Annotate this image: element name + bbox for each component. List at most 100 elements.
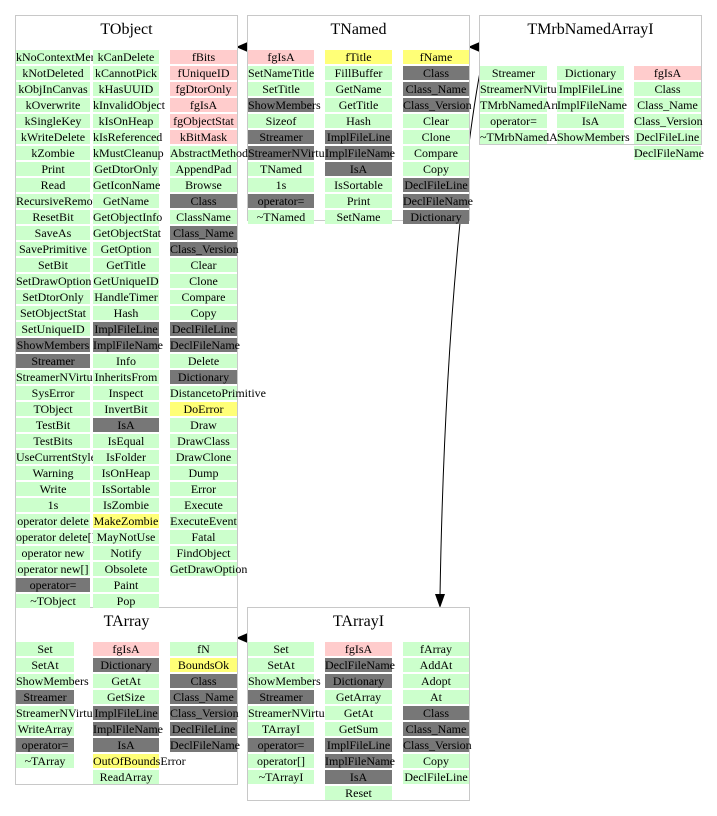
member-tobject-col2-5[interactable]: kIsReferenced	[93, 130, 163, 144]
member-tnamed-col1-8[interactable]: 1s	[248, 178, 314, 192]
member-tmrb-col1-3[interactable]: operator=	[480, 114, 547, 128]
member-tobject-col2-12[interactable]: GetOption	[93, 242, 159, 256]
member-tarray-col1-0[interactable]: Set	[16, 642, 74, 656]
member-tarrayi-col3-0[interactable]: fArray	[403, 642, 469, 656]
member-tarray-col2-0[interactable]: fgIsA	[93, 642, 159, 656]
member-tobject-col2-17[interactable]: ImplFileLine	[93, 322, 159, 336]
member-tobject-col1-3[interactable]: kOverwrite	[16, 98, 90, 112]
member-tarray-col1-4[interactable]: StreamerNVirtual	[16, 706, 102, 720]
member-tarray-col1-1[interactable]: SetAt	[16, 658, 74, 672]
member-tarray-col3-4[interactable]: Class_Version	[170, 706, 239, 720]
member-tobject-col1-0[interactable]: kNoContextMenu	[16, 50, 103, 64]
member-tobject-col3-28[interactable]: Execute	[170, 498, 237, 512]
member-tobject-col1-18[interactable]: ShowMembers	[16, 338, 90, 352]
member-tnamed-col3-10[interactable]: Dictionary	[403, 210, 469, 224]
member-tobject-col1-12[interactable]: SavePrimitive	[16, 242, 90, 256]
member-tobject-col3-21[interactable]: DistancetoPrimitive	[170, 386, 266, 400]
member-tarray-col2-2[interactable]: GetAt	[93, 674, 159, 688]
member-tobject-col3-23[interactable]: Draw	[170, 418, 237, 432]
member-tarrayi-col3-3[interactable]: At	[403, 690, 469, 704]
member-tobject-col1-27[interactable]: Write	[16, 482, 90, 496]
member-tobject-col1-28[interactable]: 1s	[16, 498, 90, 512]
member-tnamed-col2-8[interactable]: IsSortable	[325, 178, 392, 192]
member-tmrb-col3-2[interactable]: Class_Name	[634, 98, 701, 112]
member-tobject-col2-30[interactable]: MayNotUse	[93, 530, 159, 544]
member-tobject-col2-19[interactable]: Info	[93, 354, 159, 368]
member-tobject-col2-21[interactable]: Inspect	[93, 386, 159, 400]
member-tobject-col1-2[interactable]: kObjInCanvas	[16, 82, 90, 96]
member-tnamed-col3-1[interactable]: Class	[403, 66, 469, 80]
member-tarrayi-col3-2[interactable]: Adopt	[403, 674, 469, 688]
member-tmrb-col2-3[interactable]: IsA	[557, 114, 624, 128]
member-tnamed-col1-4[interactable]: Sizeof	[248, 114, 314, 128]
member-tmrb-col1-2[interactable]: TMrbNamedArrayI	[480, 98, 575, 112]
member-tnamed-col3-4[interactable]: Clear	[403, 114, 469, 128]
member-tobject-col2-10[interactable]: GetObjectInfo	[93, 210, 163, 224]
member-tobject-col1-29[interactable]: operator delete	[16, 514, 90, 528]
member-tnamed-col1-10[interactable]: ~TNamed	[248, 210, 314, 224]
member-tarrayi-col1-6[interactable]: operator=	[248, 738, 314, 752]
member-tobject-col3-25[interactable]: DrawClone	[170, 450, 237, 464]
member-tnamed-col3-8[interactable]: DeclFileLine	[403, 178, 469, 192]
member-tnamed-col2-9[interactable]: Print	[325, 194, 392, 208]
member-tnamed-col3-7[interactable]: Copy	[403, 162, 469, 176]
member-tobject-col1-7[interactable]: Print	[16, 162, 90, 176]
member-tnamed-col2-10[interactable]: SetName	[325, 210, 392, 224]
member-tarrayi-col1-2[interactable]: ShowMembers	[248, 674, 321, 688]
member-tobject-col2-1[interactable]: kCannotPick	[93, 66, 159, 80]
member-tobject-col1-34[interactable]: ~TObject	[16, 594, 90, 608]
member-tarray-col2-8[interactable]: ReadArray	[93, 770, 159, 784]
member-tobject-col2-27[interactable]: IsSortable	[93, 482, 159, 496]
member-tarrayi-col1-4[interactable]: StreamerNVirtual	[248, 706, 334, 720]
member-tarrayi-col2-7[interactable]: ImplFileName	[325, 754, 395, 768]
member-tobject-col2-2[interactable]: kHasUUID	[93, 82, 159, 96]
member-tobject-col3-16[interactable]: Copy	[170, 306, 237, 320]
member-tnamed-col3-6[interactable]: Compare	[403, 146, 469, 160]
member-tarray-col3-6[interactable]: DeclFileName	[170, 738, 240, 752]
member-tarrayi-col1-8[interactable]: ~TArrayI	[248, 770, 314, 784]
member-tarrayi-col3-1[interactable]: AddAt	[403, 658, 469, 672]
member-tobject-col3-31[interactable]: FindObject	[170, 546, 237, 560]
member-tarray-col2-3[interactable]: GetSize	[93, 690, 159, 704]
member-tarray-col2-6[interactable]: IsA	[93, 738, 159, 752]
member-tarray-col2-1[interactable]: Dictionary	[93, 658, 159, 672]
member-tobject-col3-4[interactable]: fgObjectStat	[170, 114, 237, 128]
member-tobject-col2-18[interactable]: ImplFileName	[93, 338, 163, 352]
member-tarrayi-col2-2[interactable]: Dictionary	[325, 674, 392, 688]
member-tarray-col2-4[interactable]: ImplFileLine	[93, 706, 159, 720]
member-tarray-col3-0[interactable]: fN	[170, 642, 237, 656]
member-tobject-col3-22[interactable]: DoError	[170, 402, 237, 416]
member-tnamed-col1-9[interactable]: operator=	[248, 194, 314, 208]
member-tobject-col3-15[interactable]: Compare	[170, 290, 237, 304]
member-tnamed-col1-2[interactable]: SetTitle	[248, 82, 314, 96]
member-tarrayi-col2-6[interactable]: ImplFileLine	[325, 738, 392, 752]
member-tarray-col2-7[interactable]: OutOfBoundsError	[93, 754, 186, 768]
member-tobject-col2-0[interactable]: kCanDelete	[93, 50, 159, 64]
member-tobject-col2-20[interactable]: InheritsFrom	[93, 370, 159, 384]
member-tarrayi-col2-3[interactable]: GetArray	[325, 690, 392, 704]
member-tarrayi-col3-7[interactable]: Copy	[403, 754, 469, 768]
member-tarrayi-col3-4[interactable]: Class	[403, 706, 469, 720]
member-tobject-col2-13[interactable]: GetTitle	[93, 258, 159, 272]
member-tobject-col2-28[interactable]: IsZombie	[93, 498, 159, 512]
member-tarrayi-col3-8[interactable]: DeclFileLine	[403, 770, 469, 784]
member-tmrb-col3-1[interactable]: Class	[634, 82, 701, 96]
member-tobject-col2-9[interactable]: GetName	[93, 194, 159, 208]
member-tobject-col1-25[interactable]: UseCurrentStyle	[16, 450, 96, 464]
member-tobject-col1-1[interactable]: kNotDeleted	[16, 66, 90, 80]
member-tnamed-col2-2[interactable]: GetName	[325, 82, 392, 96]
member-tobject-col3-29[interactable]: ExecuteEvent	[170, 514, 237, 528]
member-tobject-col3-7[interactable]: AppendPad	[170, 162, 237, 176]
member-tarray-col2-5[interactable]: ImplFileName	[93, 722, 163, 736]
member-tarray-col3-2[interactable]: Class	[170, 674, 237, 688]
member-tobject-col1-4[interactable]: kSingleKey	[16, 114, 90, 128]
member-tarrayi-col1-1[interactable]: SetAt	[248, 658, 314, 672]
member-tobject-col3-13[interactable]: Clear	[170, 258, 237, 272]
member-tnamed-col2-3[interactable]: GetTitle	[325, 98, 392, 112]
member-tmrb-col3-5[interactable]: DeclFileName	[634, 146, 704, 160]
member-tmrb-col1-0[interactable]: Streamer	[480, 66, 547, 80]
member-tobject-col1-9[interactable]: RecursiveRemove	[16, 194, 104, 208]
member-tarrayi-col2-4[interactable]: GetAt	[325, 706, 392, 720]
member-tmrb-col2-4[interactable]: ShowMembers	[557, 130, 630, 144]
member-tarray-col1-3[interactable]: Streamer	[16, 690, 74, 704]
